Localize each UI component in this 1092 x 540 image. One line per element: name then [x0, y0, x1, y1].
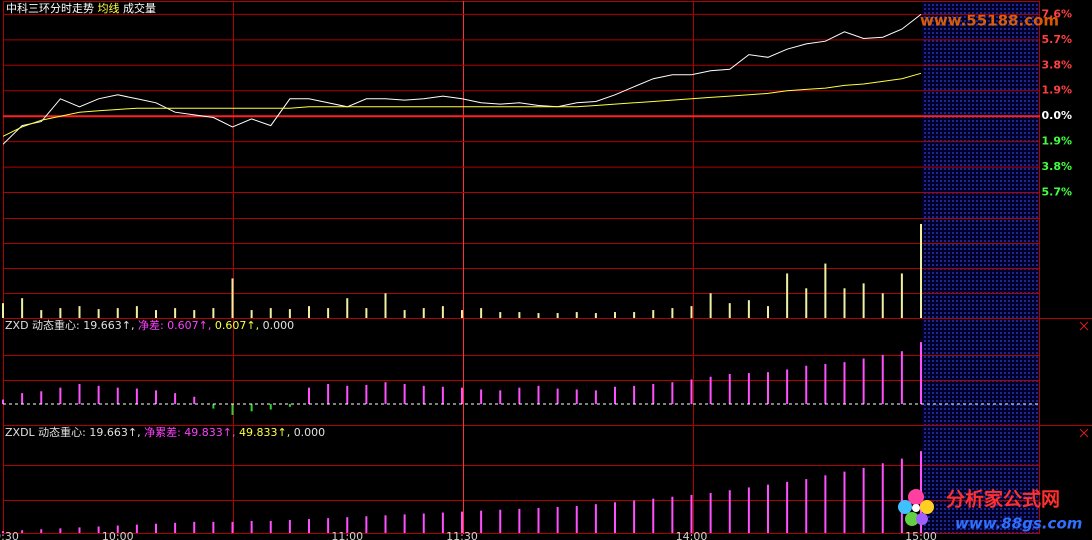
header-part: 净累差: 49.833↑, — [144, 425, 235, 439]
brand-logo — [898, 489, 934, 526]
header-part: 0.000 — [263, 319, 295, 332]
indicator-header: ZXDL 动态重心: 19.663↑, 净累差: 49.833↑, 49.833… — [5, 425, 325, 439]
header-part: 动态重心: 19.663↑, — [32, 318, 134, 332]
header-part: 净差: 0.607↑, — [138, 318, 211, 332]
price-line — [2, 72, 922, 137]
x-tick-label: 14:00 — [676, 530, 708, 540]
x-tick-label: 11:00 — [331, 530, 363, 540]
header-part: 0.000 — [294, 426, 326, 439]
x-tick-label: 10:00 — [102, 530, 134, 540]
legend-entry: 成交量 — [123, 1, 156, 15]
brand-name: 分析家公式网 — [946, 488, 1060, 511]
y-tick-label: 7.6% — [1041, 7, 1072, 20]
x-tick-label: 09:30 — [0, 530, 19, 540]
price-line — [2, 14, 922, 145]
y-tick-label: 1.9% — [1041, 84, 1072, 97]
y-tick-label: 5.7% — [1041, 33, 1072, 46]
y-tick-label: 1.9% — [1041, 135, 1072, 148]
y-tick-label: 0.0% — [1041, 109, 1072, 122]
header-part: 0.607↑, — [215, 319, 259, 332]
legend-entry: 均线 — [98, 1, 120, 15]
frame — [3, 1, 1092, 534]
future-area — [922, 1, 1040, 534]
chart-legend: 中科三环分时走势 均线 成交量 — [6, 1, 156, 15]
y-tick-label: 3.8% — [1041, 58, 1072, 71]
header-part: ZXDL — [5, 426, 36, 439]
indicator-header: ZXD 动态重心: 19.663↑, 净差: 0.607↑, 0.607↑, 0… — [5, 318, 294, 332]
header-part: 动态重心: 19.663↑, — [38, 425, 140, 439]
header-part: ZXD — [5, 319, 29, 332]
watermark: www.55188.com — [920, 12, 1059, 30]
x-tick-label: 11:30 — [446, 530, 478, 540]
brand-url: www.88gs.com — [955, 515, 1082, 533]
header-part: 49.833↑, — [239, 426, 290, 439]
x-tick-label: 15:00 — [905, 530, 937, 540]
legend-entry: 中科三环分时走势 — [6, 1, 94, 15]
y-tick-label: 3.8% — [1041, 160, 1072, 173]
y-tick-label: 5.7% — [1041, 186, 1072, 199]
